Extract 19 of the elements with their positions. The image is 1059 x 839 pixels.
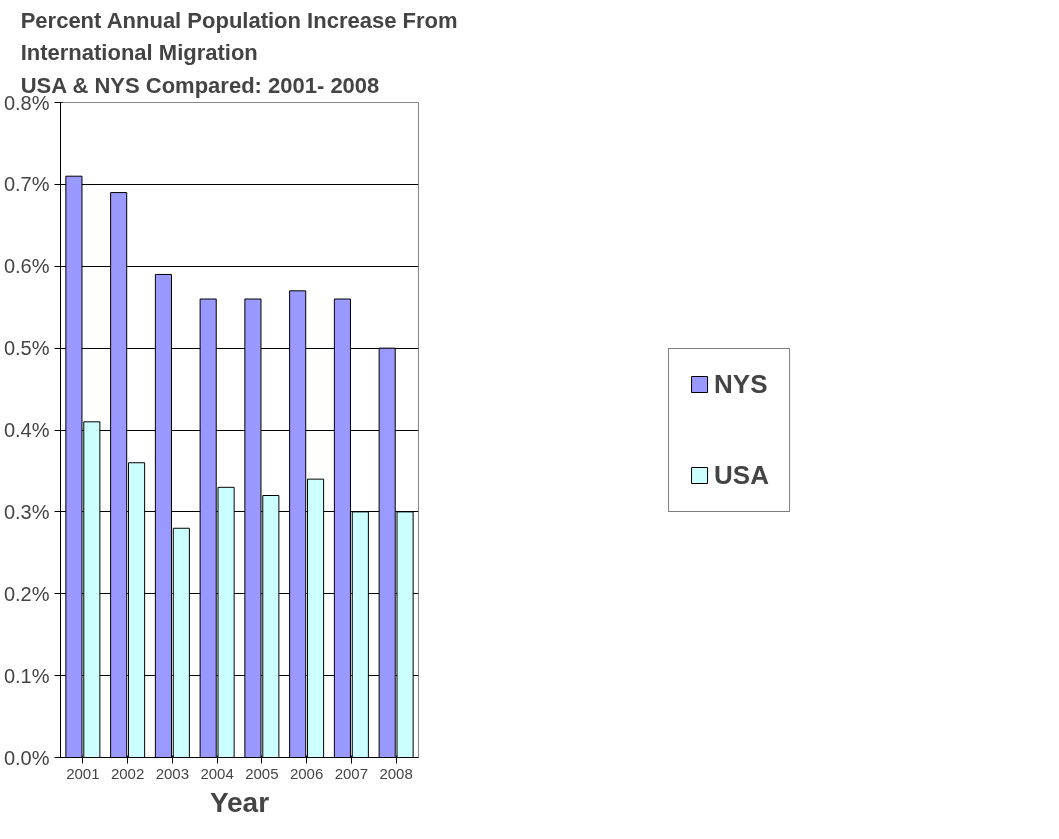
- x-tick-label: 2006: [289, 764, 324, 782]
- y-tick-label: 0.7%: [3, 173, 50, 196]
- x-tick-label: 2007: [334, 764, 369, 782]
- x-tick-label: 2008: [379, 764, 413, 782]
- legend-label: USA: [714, 459, 769, 491]
- x-tick-label: 2004: [200, 764, 234, 782]
- legend-label: NYS: [714, 368, 768, 400]
- y-tick-label: 0.5%: [3, 337, 50, 360]
- x-axis-title: Year: [209, 786, 270, 818]
- y-tick-label: 0.2%: [3, 582, 50, 605]
- x-tick-label: 2002: [110, 764, 145, 782]
- x-tick-label: 2003: [155, 764, 190, 782]
- y-tick-label: 0.1%: [3, 664, 50, 687]
- y-tick-label: 0.4%: [3, 419, 50, 441]
- y-tick-label: 0.0%: [3, 746, 50, 769]
- y-tick-label: 0.6%: [3, 255, 50, 278]
- y-tick-label: 0.3%: [3, 500, 50, 523]
- x-tick-label: 2001: [66, 764, 100, 782]
- x-tick-label: 2005: [245, 764, 279, 782]
